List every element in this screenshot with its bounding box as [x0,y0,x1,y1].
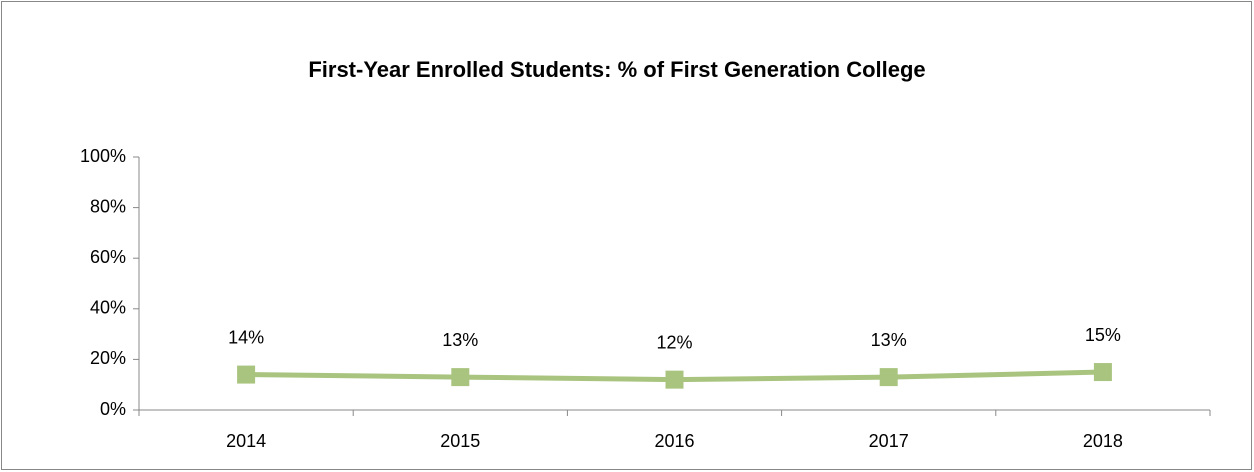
x-tick-label: 2014 [226,431,266,451]
y-tick-label: 100% [80,146,126,166]
y-tick-label: 60% [90,247,126,267]
marker [237,365,256,384]
x-tick-label: 2015 [440,431,480,451]
chart-title: First-Year Enrolled Students: % of First… [308,57,925,82]
y-tick-label: 0% [100,399,126,419]
marker [1093,363,1112,382]
marker [451,368,470,387]
y-tick-label: 20% [90,348,126,368]
marker [665,370,684,389]
x-tick-label: 2017 [869,431,909,451]
x-tick-label: 2016 [654,431,694,451]
data-label: 14% [228,327,264,347]
y-tick-label: 80% [90,196,126,216]
y-tick-label: 40% [90,298,126,318]
data-label: 13% [442,330,478,350]
marker [879,368,898,387]
data-label: 12% [656,332,692,352]
x-tick-label: 2018 [1083,431,1123,451]
data-label: 13% [871,330,907,350]
data-label: 15% [1085,325,1121,345]
